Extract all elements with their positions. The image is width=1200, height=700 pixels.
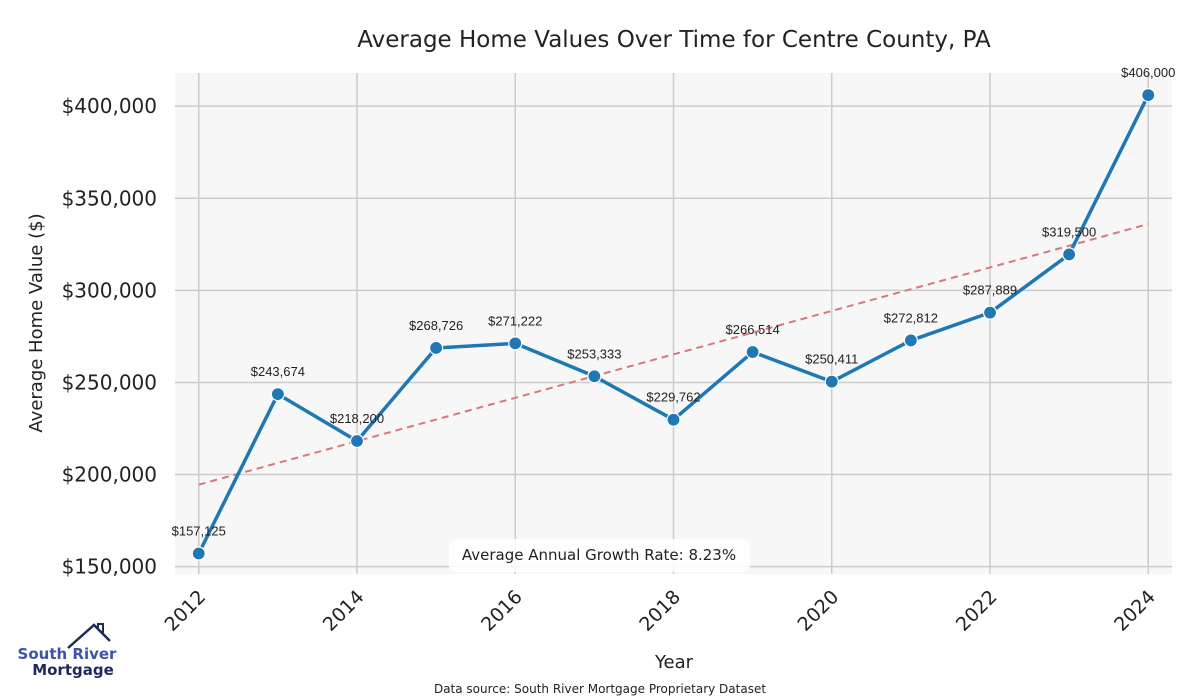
company-logo: South River Mortgage: [18, 623, 118, 679]
y-ticks: $150,000 $200,000 $250,000 $300,000 $350,000…: [62, 94, 157, 578]
data-point: [349, 433, 365, 449]
data-point: [745, 344, 760, 360]
data-point: [666, 412, 681, 427]
house-roof-icon: [67, 623, 111, 649]
data-label: $406,000: [1121, 65, 1175, 80]
data-label: $272,812: [884, 310, 938, 325]
x-tick-label: 2024: [1110, 586, 1160, 636]
x-tick-label: 2022: [952, 586, 1002, 636]
data-label: $319,500: [1042, 224, 1096, 239]
logo-text-line2: Mortgage: [32, 661, 114, 679]
grid: [175, 73, 1172, 574]
data-label: $229,762: [646, 390, 700, 405]
data-label: $250,411: [805, 352, 858, 367]
data-point: [429, 340, 444, 356]
data-label: $253,333: [567, 346, 621, 361]
data-point: [1062, 247, 1077, 262]
data-point: [270, 386, 285, 402]
data-label: $243,674: [251, 364, 305, 379]
data-point: [191, 546, 206, 561]
data-label: $218,200: [330, 411, 384, 426]
x-ticks: 2012 2014 2016 2018 2020 2022 2024: [161, 586, 1160, 636]
data-label: $157,125: [172, 524, 226, 539]
growth-rate-annotation: Average Annual Growth Rate: 8.23%: [449, 539, 750, 572]
y-tick-label: $400,000: [62, 94, 157, 118]
data-labels: $157,125 $243,674 $218,200 $268,726 $271,222…: [172, 65, 1176, 538]
data-point: [508, 336, 523, 351]
data-label: $268,726: [409, 318, 463, 333]
data-point: [587, 369, 602, 384]
data-point: [982, 305, 998, 320]
growth-rate-text: Average Annual Growth Rate: 8.23%: [462, 546, 736, 564]
x-tick-label: 2018: [635, 586, 685, 636]
x-axis-label: Year: [654, 652, 694, 673]
data-label: $266,514: [726, 322, 780, 337]
data-source: Data source: South River Mortgage Propri…: [434, 682, 766, 696]
x-tick-label: 2014: [319, 586, 369, 636]
y-tick-label: $350,000: [62, 186, 157, 210]
x-tick-label: 2012: [161, 586, 211, 636]
trend-line: [198, 223, 1149, 486]
data-point: [1141, 88, 1156, 103]
x-tick-label: 2016: [477, 586, 527, 636]
data-point: [824, 374, 839, 389]
logo-text-line1: South River: [18, 645, 118, 663]
y-tick-label: $200,000: [62, 463, 157, 487]
data-label: $287,889: [963, 283, 1017, 298]
y-tick-label: $150,000: [62, 555, 157, 579]
data-point: [903, 333, 918, 348]
chart-title: Average Home Values Over Time for Centre…: [357, 27, 991, 53]
data-points: [191, 88, 1156, 561]
y-axis-label: Average Home Value ($): [26, 213, 47, 432]
y-tick-label: $300,000: [62, 278, 157, 302]
data-label: $271,222: [488, 313, 542, 328]
y-tick-label: $250,000: [62, 370, 157, 394]
x-tick-label: 2020: [794, 586, 844, 636]
